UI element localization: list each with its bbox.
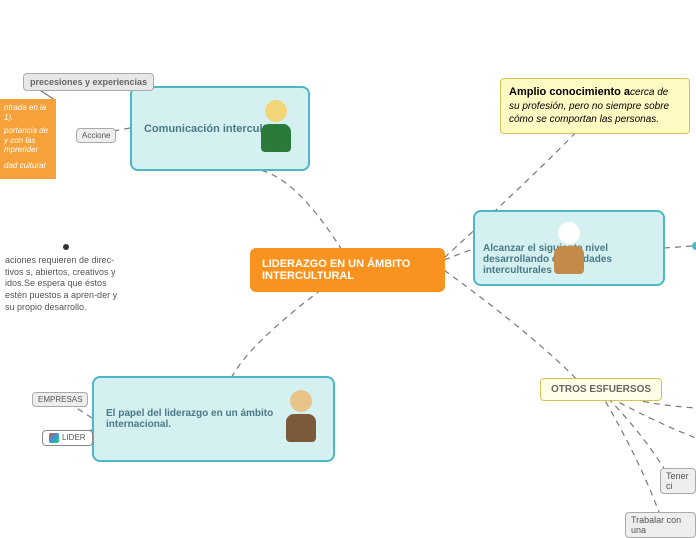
character-icon (279, 384, 323, 444)
left-text-fragment: aciones requieren de direc-tivos s, abie… (0, 250, 130, 318)
central-node-label: LIDERAZGO EN UN ÁMBITO INTERCULTURAL (262, 258, 410, 282)
note-amplio[interactable]: Amplio conocimiento acerca de su profesi… (500, 78, 690, 134)
character-icon (547, 216, 591, 276)
central-node[interactable]: LIDERAZGO EN UN ÁMBITO INTERCULTURAL (250, 248, 445, 292)
tag-empresas[interactable]: EMPRESAS (32, 392, 88, 407)
tag-acciones[interactable]: Accione (76, 128, 116, 143)
character-icon (254, 94, 298, 154)
tag-tener[interactable]: Tener ci (660, 468, 696, 494)
node-comunicacion[interactable]: Comunicación intercultural (130, 86, 310, 171)
mindmap-canvas: LIDERAZGO EN UN ÁMBITO INTERCULTURAL Com… (0, 0, 696, 520)
node-alcanzar[interactable]: Alcanzar el siguiente nivel desarrolland… (473, 210, 665, 286)
note-amplio-bold: Amplio conocimiento a (509, 86, 630, 98)
tag-trabajar[interactable]: Trabalar con una (625, 512, 696, 538)
tag-lider[interactable]: LIDER (42, 430, 93, 446)
connector-dot (63, 244, 69, 250)
orange-fragment: ntrada en la 1). portancia de y con las … (0, 99, 56, 179)
node-otros-label: OTROS ESFUERSOS (551, 384, 651, 395)
tag-precesiones[interactable]: precesiones y experiencias (23, 73, 154, 91)
node-papel[interactable]: El papel del liderazgo en un ámbito inte… (92, 376, 335, 462)
expand-dot[interactable] (692, 242, 696, 250)
node-otros[interactable]: OTROS ESFUERSOS (540, 378, 662, 401)
color-icon (49, 433, 59, 443)
